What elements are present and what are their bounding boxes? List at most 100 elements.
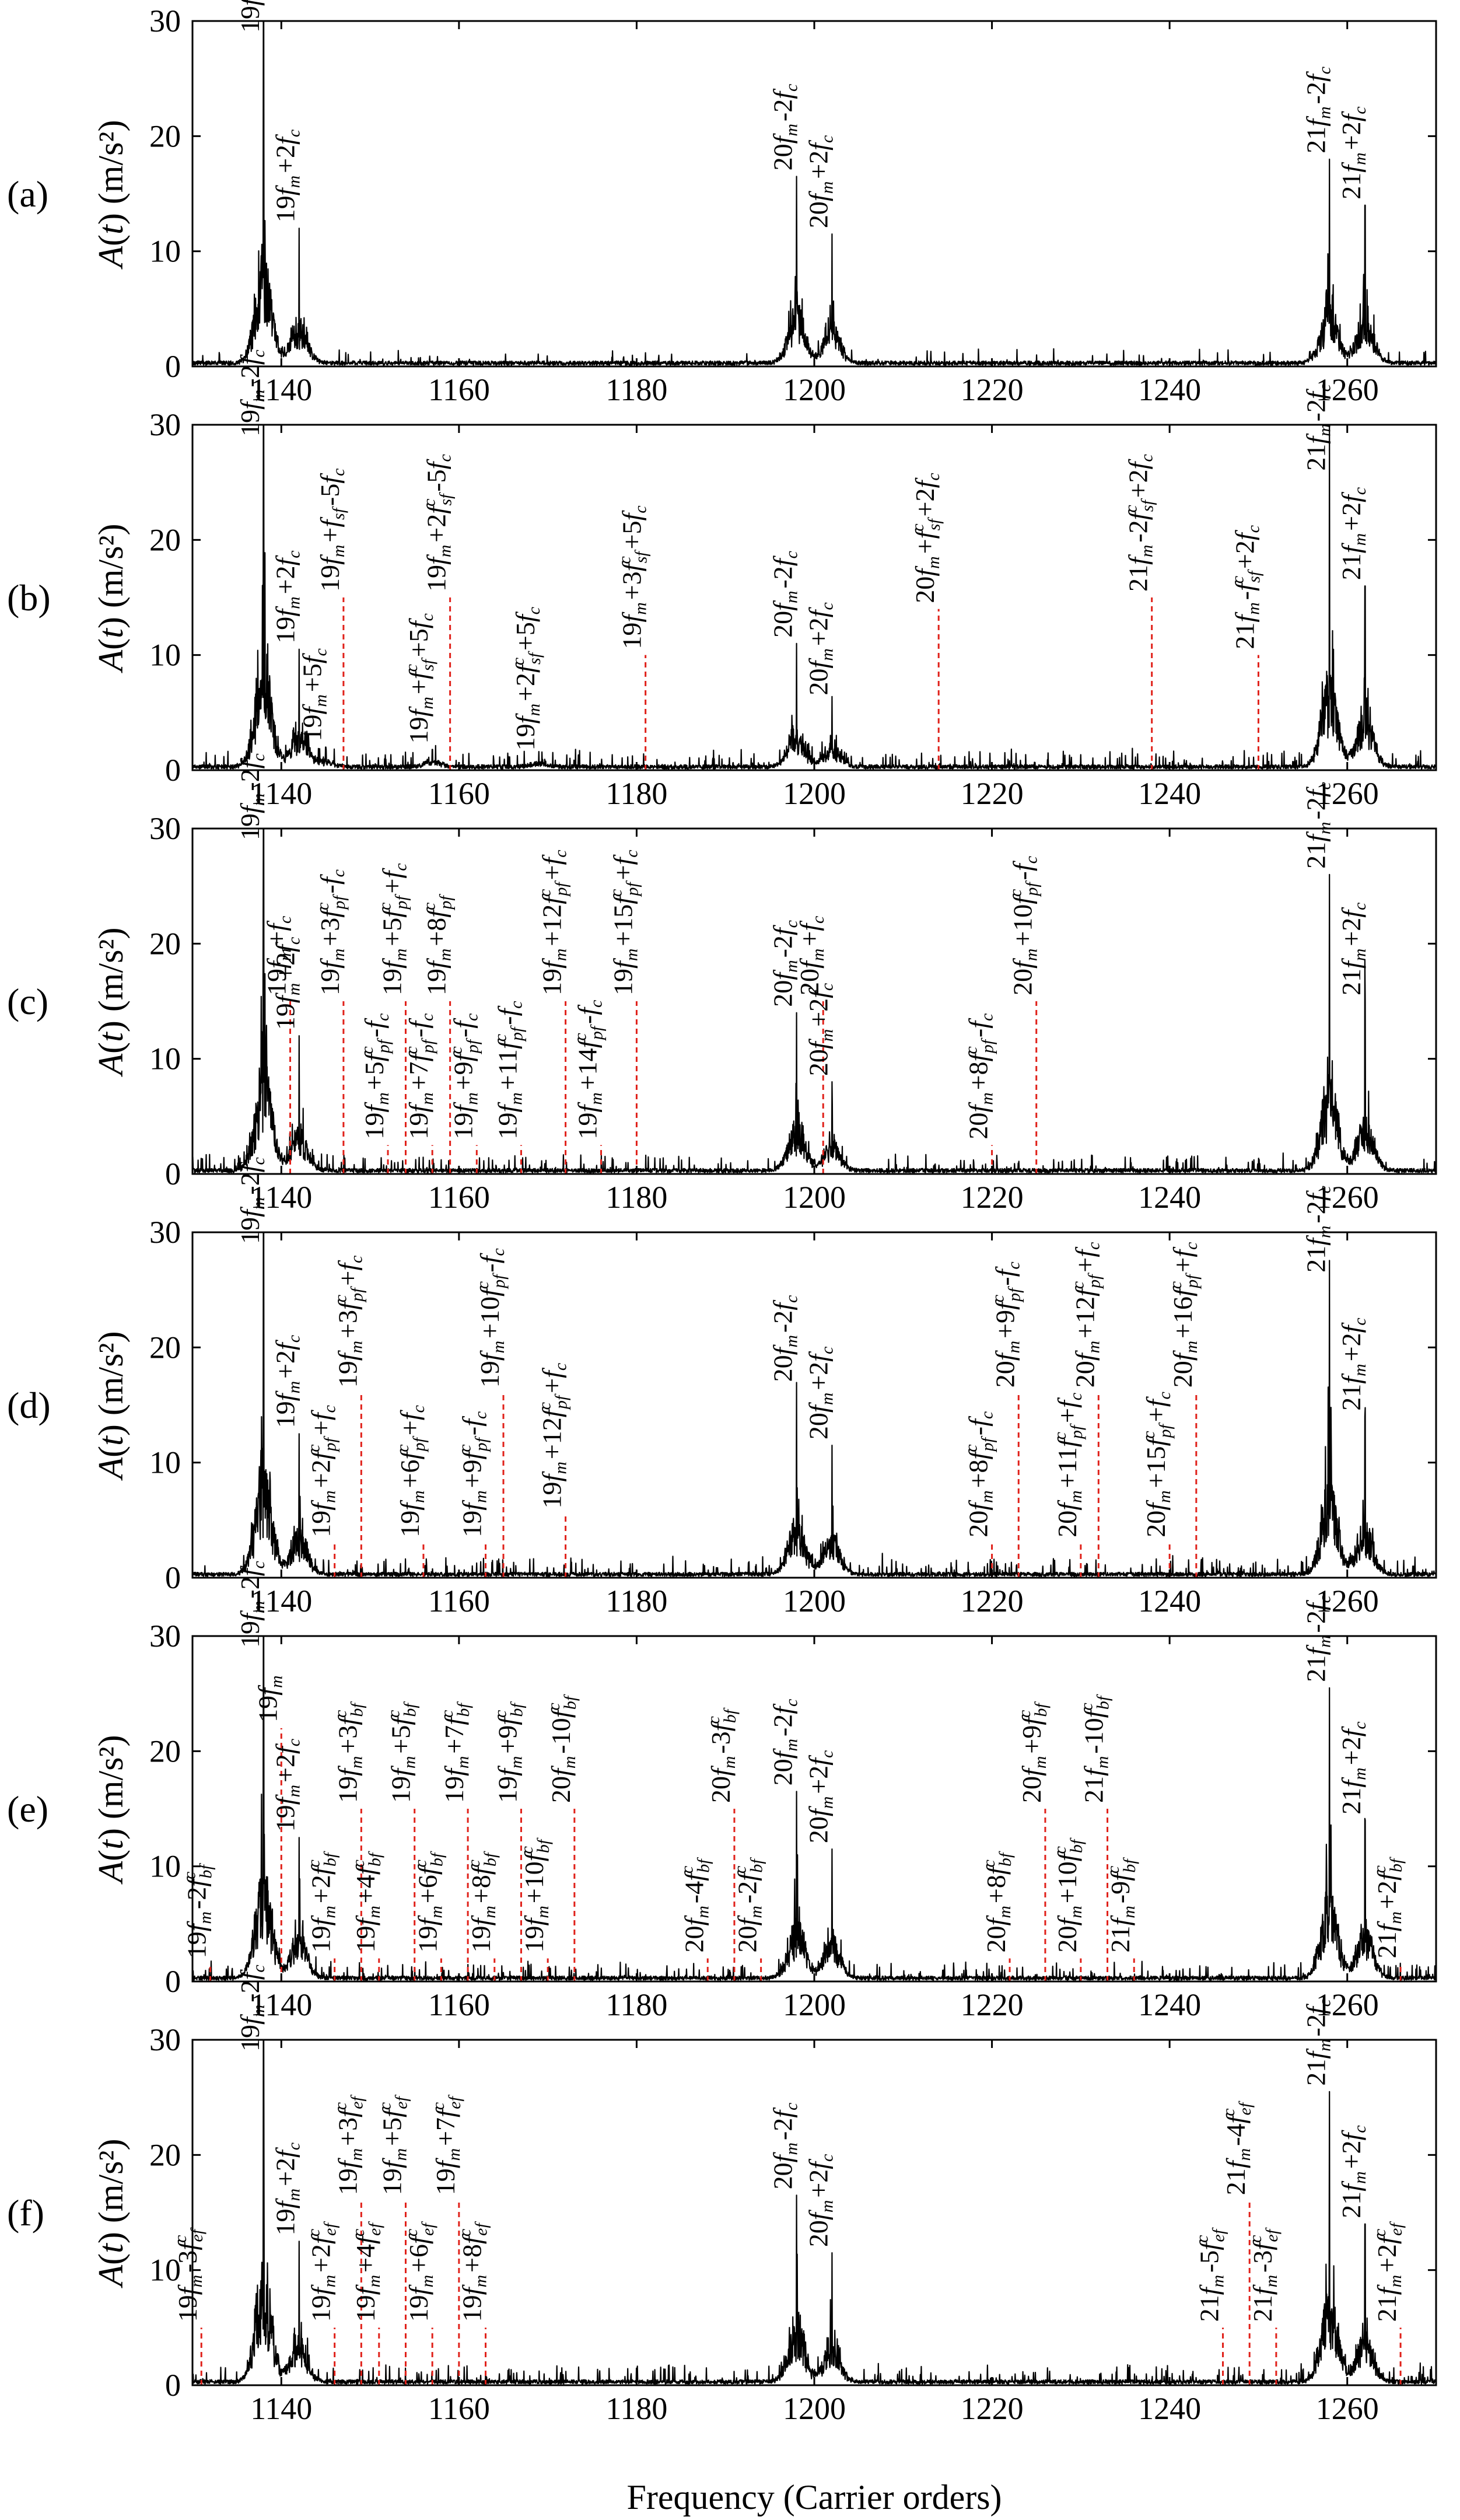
peak-annotation: 20fm +9fcpf -fc	[988, 1259, 1024, 1387]
peak-annotation: 19fm +8fcbf	[464, 1851, 500, 1953]
peak-annotation: 19fm +9fcbf	[491, 1701, 526, 1803]
x-tick-label: 1220	[961, 1987, 1024, 2022]
peak-annotation: 20fm -2fc	[768, 1697, 801, 1786]
peak-annotation: 20fm -2fcbf	[731, 1857, 766, 1953]
y-axis-title: A(t) (m/s²)	[92, 1331, 130, 1481]
x-tick-label: 1200	[783, 372, 846, 407]
x-tick-label: 1180	[605, 1584, 667, 1619]
peak-annotation: 19fm +11fcpf -fc	[491, 999, 526, 1140]
y-axis-title: A(t) (m/s²)	[92, 2139, 130, 2289]
peak-annotation: 19fm +fc	[262, 914, 295, 995]
peak-annotation: 19fm +7fcef	[429, 2094, 464, 2195]
peak-annotation: 19fm -2fc	[235, 0, 268, 33]
peak-annotation: 19fm +12fcpf +fc	[535, 848, 571, 995]
x-tick-label: 1240	[1138, 372, 1201, 407]
peak-annotation: 21fm +2fc	[1336, 1316, 1370, 1411]
spectrum-line	[191, 20, 1437, 366]
x-tick-label: 1260	[1316, 2391, 1379, 2426]
peak-annotation: 19fm +5fc	[297, 646, 330, 741]
panels: 19fm -2fc 19fm +2fc 20fm -2fc 20fm +2fc …	[7, 0, 1437, 2426]
y-tick-label: 20	[149, 118, 181, 153]
peak-annotation: 19fm +6fcpf +fc	[393, 1403, 429, 1537]
peak-annotation: 19fm +3fcpf -fc	[313, 867, 349, 995]
panel-e: 19fm -2fcbf 19fm -2fc 19fm 19fm +2fc 19f…	[7, 1558, 1437, 2022]
peak-annotation: 19fm -2fc	[235, 1962, 268, 2051]
x-tick-label: 1220	[961, 1180, 1024, 1215]
peak-annotation: 20fm -10fcbf	[544, 1694, 580, 1803]
x-tick-label: 1260	[1316, 372, 1379, 407]
y-tick-label: 0	[165, 2368, 181, 2403]
peak-annotation: 19fm +fsf -5fc	[315, 466, 348, 592]
peak-annotation: 19fm +8fcpf	[420, 893, 456, 995]
x-tick-label: 1260	[1316, 1987, 1379, 2022]
peak-annotation: 19fm +7fcbf	[437, 1701, 473, 1803]
peak-annotation: 21fm +2fc	[1336, 1719, 1370, 1815]
peak-annotation: 20fm +9fcbf	[1015, 1701, 1051, 1803]
peak-annotation: 19fm +6fcef	[402, 2221, 437, 2322]
peak-annotation: 21fm +2fcef	[1370, 2221, 1406, 2322]
peak-annotation: 20fm +2fc	[803, 2152, 836, 2247]
panel-tag: (e)	[7, 1788, 48, 1830]
x-tick-label: 1180	[605, 1180, 667, 1215]
panel-c: 19fm -2fc 19fm +fc 19fm +2fc 19fm +3fcpf…	[7, 753, 1437, 1215]
peak-annotation: 21fm -4fcef	[1219, 2100, 1255, 2195]
peak-annotation: 19fm +8fcef	[456, 2221, 491, 2322]
x-tick-label: 1200	[783, 2391, 846, 2426]
x-tick-label: 1140	[250, 776, 312, 811]
peak-annotation: 20fm +fc	[794, 914, 828, 995]
peak-annotation: 21fm -5fcef	[1193, 2227, 1228, 2322]
peak-annotation: 19fm +fcsf +5fc	[402, 611, 437, 743]
y-tick-label: 20	[149, 522, 181, 557]
y-tick-label: 10	[149, 1041, 181, 1076]
panel-tag: (b)	[7, 577, 51, 618]
x-tick-label: 1160	[428, 372, 490, 407]
peak-annotation: 20fm +8fcpf -fc	[962, 1011, 997, 1140]
peak-annotation: 21fm -9fcbf	[1104, 1857, 1139, 1953]
x-tick-label: 1220	[961, 1584, 1024, 1619]
y-tick-label: 0	[165, 1156, 181, 1191]
x-tick-label: 1140	[250, 1987, 312, 2022]
peak-annotation: 20fm -4fcbf	[677, 1857, 713, 1953]
peak-annotation: 19fm -2fcbf	[180, 1862, 215, 1958]
peak-annotation: 19fm +10fcbf	[517, 1837, 553, 1953]
peak-annotation: 20fm +10fcbf	[1051, 1837, 1086, 1953]
peak-annotation: 19fm +5fcpf -fc	[358, 1011, 393, 1140]
y-tick-label: 30	[149, 407, 181, 442]
peak-annotation: 19fm	[253, 1673, 286, 1722]
axes-frame	[191, 1231, 1437, 1579]
x-tick-label: 1200	[783, 1987, 846, 2022]
peak-annotation: 19fm +4fcef	[349, 2221, 384, 2322]
peak-annotation: 21fm -2fc	[1301, 1997, 1334, 2086]
peak-annotation: 19fm +3fcef	[331, 2094, 366, 2195]
peak-annotation: 20fm +2fc	[803, 1748, 836, 1843]
peak-annotation: 21fm +2fc	[1336, 2123, 1370, 2218]
y-tick-label: 10	[149, 234, 181, 269]
panel-a: 19fm -2fc 19fm +2fc 20fm -2fc 20fm +2fc …	[7, 0, 1437, 407]
x-tick-label: 1260	[1316, 776, 1379, 811]
peak-annotation: 19fm +2fcbf	[304, 1851, 340, 1953]
y-tick-label: 20	[149, 1330, 181, 1365]
x-tick-label: 1220	[961, 2391, 1024, 2426]
panel-d: 19fm -2fc 19fm +2fc 19fm +2fcpf +fc 19fm…	[7, 1155, 1437, 1619]
x-tick-label: 1260	[1316, 1584, 1379, 1619]
peak-annotation: 21fm -2fc	[1301, 1593, 1334, 1682]
x-tick-label: 1180	[605, 776, 667, 811]
peak-annotation: 21fm +2fc	[1336, 104, 1370, 200]
peak-annotation: 19fm +2fcsf +5fc	[509, 604, 544, 750]
peak-annotation: 19fm -2fc	[235, 1558, 268, 1648]
x-tick-label: 1260	[1316, 1180, 1379, 1215]
x-tick-label: 1200	[783, 776, 846, 811]
peak-annotation: 20fm +2fc	[803, 1344, 836, 1439]
spectrum-line	[191, 424, 1437, 770]
x-tick-label: 1160	[428, 2391, 490, 2426]
spectrum-line	[192, 1635, 1437, 1981]
y-tick-label: 30	[149, 1619, 181, 1654]
y-tick-label: 0	[165, 349, 181, 384]
x-tick-label: 1180	[605, 2391, 667, 2426]
peak-annotation: 19fm +5fcbf	[384, 1701, 420, 1803]
x-tick-label: 1220	[961, 776, 1024, 811]
peak-annotation: 19fm -2fc	[235, 1155, 268, 1244]
x-tick-label: 1220	[961, 372, 1024, 407]
x-tick-label: 1240	[1138, 1180, 1201, 1215]
peak-annotation: 20fm +16fcpf +fc	[1166, 1240, 1202, 1387]
